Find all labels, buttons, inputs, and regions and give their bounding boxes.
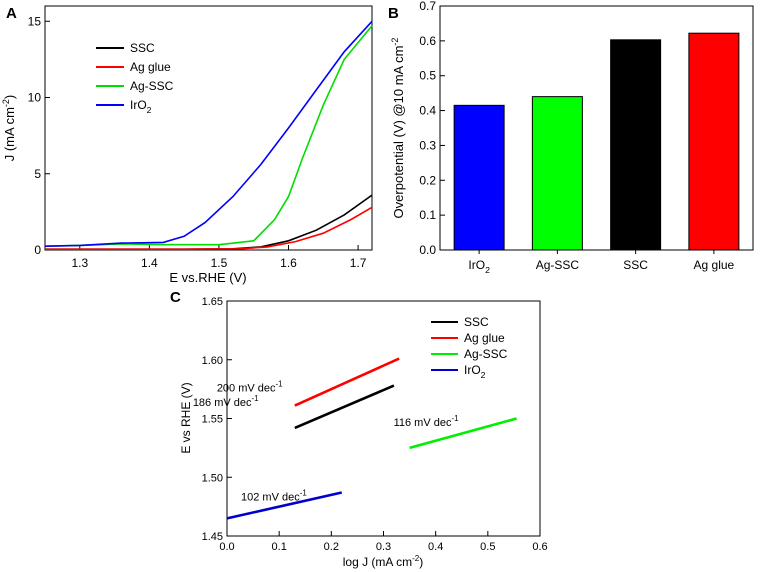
panel-b-category-label-ag-glue: Ag glue — [694, 258, 735, 272]
panel-c-y-tick-label: 1.45 — [202, 531, 223, 543]
panel-b-y-tick-label: 0.0 — [419, 243, 436, 257]
panel-b-y-tick-label: 0.6 — [419, 34, 436, 48]
panel-c-slope-annotation-ssc: 186 mV dec-1 — [193, 394, 259, 409]
panel-a-y-axis-label-close: ) — [2, 95, 17, 99]
panel-c-legend-label-ssc: SSC — [464, 315, 489, 329]
panel-c-y-tick-label: 1.50 — [202, 472, 223, 484]
panel-c-x-axis-label: log J (mA cm-2) — [343, 554, 423, 569]
panel-c-legend-label-iro2-main: IrO — [464, 363, 481, 377]
panel-a-x-tick-label: 1.7 — [350, 256, 367, 270]
panel-a-x-tick-label: 1.3 — [71, 256, 88, 270]
panel-c-series-line-ag-glue — [294, 357, 400, 407]
panel-b-y-tick-label: 0.5 — [419, 69, 436, 83]
panel-a-legend-label-iro2: IrO2 — [130, 98, 152, 115]
panel-b-category-label-iro2-main: IrO — [468, 258, 485, 272]
panel-c-legend-label-ag-ssc: Ag-SSC — [464, 347, 508, 361]
panel-c-slope-annotation-ag-glue: 200 mV dec-1 — [217, 380, 283, 395]
panel-a-legend-label-ag-ssc: Ag-SSC — [130, 79, 174, 93]
panel-a-series-line-iro2 — [44, 20, 373, 247]
panel-b-category-label-iro2-sub: 2 — [485, 265, 490, 275]
panel-c-slope-annotation-ssc-sup: -1 — [252, 394, 260, 403]
panel-a-y-axis-label-sup: -2 — [1, 99, 11, 107]
panel-b-category-label-ag-ssc: Ag-SSC — [536, 258, 580, 272]
panel-c-x-tick-label: 0.5 — [480, 541, 495, 553]
panel-c-legend-label-ag-glue: Ag glue — [464, 331, 505, 345]
panel-c-series-line-ssc — [294, 384, 395, 430]
panel-b-bar-ssc — [610, 39, 662, 251]
panel-a-x-axis-label: E vs.RHE (V) — [169, 270, 246, 285]
panel-b-y-tick-label: 0.1 — [419, 208, 436, 222]
panel-b-y-tick-label: 0.4 — [419, 104, 436, 118]
panel-b-category-label-ag-ssc-main: Ag-SSC — [536, 258, 580, 272]
panel-b-y-axis-label-main: Overpotential (V) @10 mA cm — [391, 46, 406, 219]
panel-a-legend-label-ag-glue: Ag glue — [130, 60, 171, 74]
panel-a-y-tick-label: 15 — [28, 14, 42, 28]
panel-c-y-axis-label: E vs RHE (V) — [179, 382, 193, 453]
panel-a-frame — [44, 5, 373, 251]
panel-a-y-axis-label: J (mA cm-2) — [1, 95, 17, 162]
panel-a-legend-label-ssc: SSC — [130, 41, 155, 55]
panel-c-series-line-iro2 — [226, 491, 343, 520]
panel-b-category-label-ag-glue-main: Ag glue — [694, 258, 735, 272]
panel-b-category-label-ssc: SSC — [623, 258, 648, 272]
panel-c-slope-annotation-ssc-main: 186 mV dec — [193, 397, 252, 409]
panel-c-x-axis-label-close: ) — [419, 555, 423, 569]
panel-c-legend-label-iro2-sub: 2 — [481, 370, 486, 380]
panel-b-category-label-ssc-main: SSC — [623, 258, 648, 272]
panel-c-slope-annotation-ag-glue-main: 200 mV dec — [217, 383, 276, 395]
panel-c-slope-annotation-ag-ssc-main: 116 mV dec — [394, 417, 452, 429]
panel-a-x-tick-label: 1.5 — [211, 256, 228, 270]
panel-c-x-tick-label: 0.4 — [428, 541, 443, 553]
panel-a-x-tick-label: 1.6 — [280, 256, 297, 270]
panel-a-y-axis-label-main: J (mA cm — [2, 107, 17, 161]
panel-c-x-tick-label: 0.1 — [272, 541, 287, 553]
panel-c-y-tick-label: 1.65 — [202, 296, 223, 308]
panel-a-series-line-ag-ssc — [44, 25, 373, 247]
panel-label-c: C — [170, 289, 181, 306]
panel-label-a: A — [6, 5, 17, 22]
panel-c-slope-annotation-iro2-main: 102 mV dec — [241, 491, 300, 503]
panel-c-x-tick-label: 0.6 — [532, 541, 547, 553]
panel-c-x-tick-label: 0.3 — [376, 541, 391, 553]
panel-c-slope-annotation-iro2-sup: -1 — [300, 488, 308, 497]
panel-c-x-axis-label-sup: -2 — [412, 554, 420, 563]
panel-c-slope-annotation-ag-ssc-sup: -1 — [451, 414, 459, 423]
panel-b-frame — [439, 5, 754, 251]
panel-a-y-tick-label: 5 — [34, 167, 41, 181]
panel-b-y-tick-label: 0.2 — [419, 173, 436, 187]
panel-c-x-axis-label-main: log J (mA cm — [343, 555, 412, 569]
panel-b-y-axis-label-sup: -2 — [390, 38, 400, 46]
panel-a-legend-label-iro2-main: IrO — [130, 98, 147, 112]
panel-c-legend-label-iro2: IrO2 — [464, 363, 486, 380]
panel-b-bar-ag-glue — [688, 32, 740, 251]
panel-a-series-line-ssc — [45, 194, 373, 250]
panel-a-series-line-ag-glue — [45, 206, 373, 250]
panel-a-y-tick-label: 10 — [28, 91, 42, 105]
panel-a-y-tick-label: 0 — [34, 243, 41, 257]
panel-a: 1.3 1.4 1.5 1.6 1.7 0 5 10 15 SSC Ag glue Ag-SSC I… — [1, 5, 373, 285]
panel-c-y-tick-label: 1.55 — [202, 414, 223, 426]
panel-b-y-tick-label: 0.3 — [419, 138, 436, 152]
panel-c-slope-annotation-ag-ssc: 116 mV dec-1 — [394, 414, 460, 429]
panel-a-x-tick-label: 1.4 — [141, 256, 158, 270]
panel-label-b: B — [388, 5, 399, 22]
panel-b: 0.0 0.1 0.2 0.3 0.4 0.5 0.6 0.7 IrO2 Ag-SSC SSC Ag… — [390, 0, 754, 275]
panel-a-legend-label-iro2-sub: 2 — [147, 105, 152, 115]
panel-b-bar-iro2 — [453, 104, 505, 251]
panel-b-bar-ag-ssc — [531, 96, 583, 251]
panel-b-category-label-iro2: IrO2 — [468, 258, 490, 275]
panel-b-y-tick-label: 0.7 — [419, 0, 436, 13]
panel-c: 0.0 0.1 0.2 0.3 0.4 0.5 0.6 1.45 1.50 1.55 1.60 1.… — [179, 296, 548, 569]
panel-c-series-line-ag-ssc — [409, 417, 517, 450]
panel-c-slope-annotation-ag-glue-sup: -1 — [276, 380, 284, 389]
panel-c-x-tick-label: 0.2 — [324, 541, 339, 553]
panel-b-y-axis-label: Overpotential (V) @10 mA cm-2 — [390, 38, 406, 219]
panel-c-y-tick-label: 1.60 — [202, 355, 223, 367]
panel-c-slope-annotation-iro2: 102 mV dec-1 — [241, 488, 307, 503]
panel-c-x-tick-label: 0.0 — [219, 541, 234, 553]
